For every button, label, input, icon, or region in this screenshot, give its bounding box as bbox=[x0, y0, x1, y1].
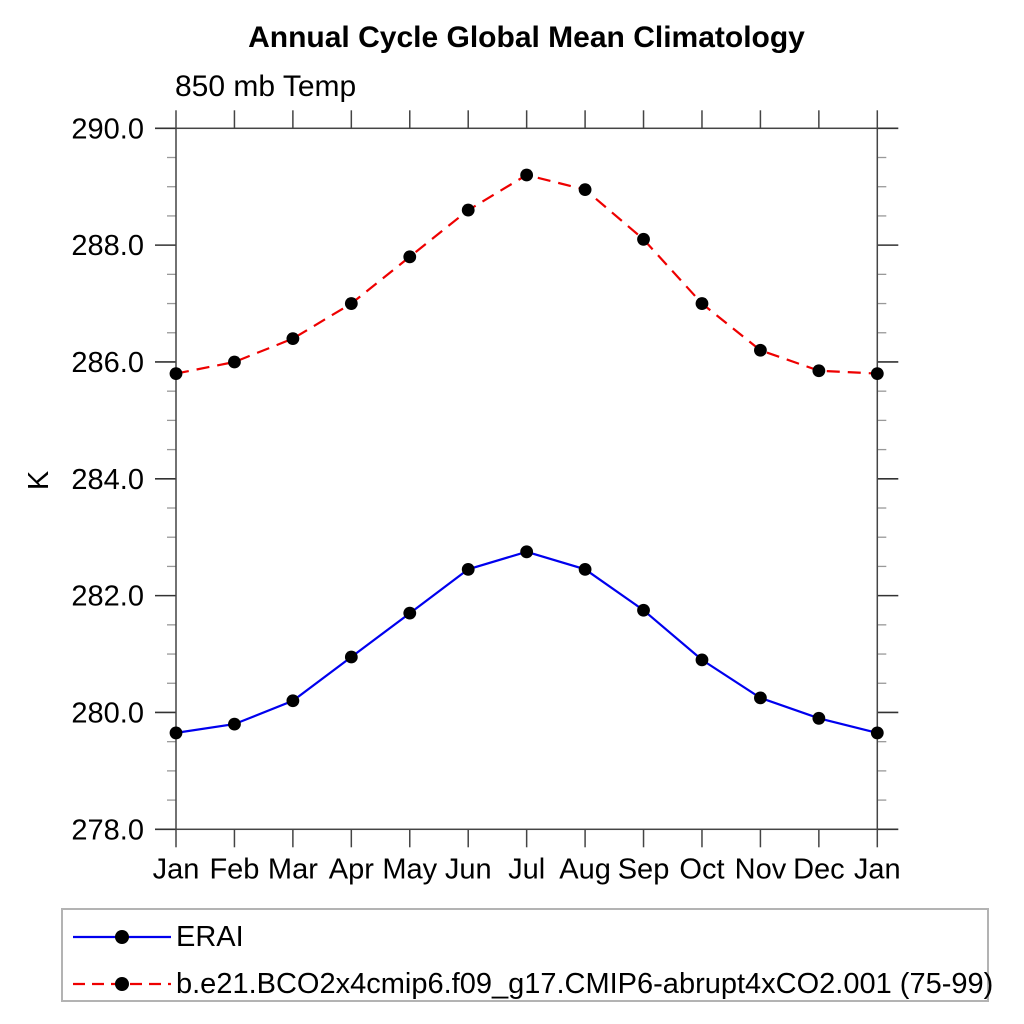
series-1-marker bbox=[461, 203, 475, 217]
series-1-marker bbox=[637, 232, 650, 246]
series-1-marker bbox=[870, 367, 884, 381]
x-tick-label: Mar bbox=[268, 853, 318, 885]
series-1-marker bbox=[403, 250, 417, 264]
legend-label: b.e21.BCO2x4cmip6.f09_g17.CMIP6-abrupt4x… bbox=[176, 968, 994, 1000]
series-0-marker bbox=[461, 562, 475, 576]
series-0-marker bbox=[754, 691, 767, 705]
series-1-marker bbox=[812, 364, 826, 378]
series-0-marker bbox=[286, 694, 300, 708]
series-1-marker bbox=[520, 168, 534, 182]
series-0-marker bbox=[812, 711, 826, 725]
chart-subtitle: 850 mb Temp bbox=[175, 70, 357, 103]
y-tick-label: 290.0 bbox=[71, 113, 144, 145]
y-tick-label: 282.0 bbox=[71, 581, 144, 613]
series-1-marker bbox=[286, 332, 300, 345]
x-tick-label: Nov bbox=[735, 853, 787, 885]
legend-marker-icon bbox=[115, 930, 129, 944]
legend-item-model: b.e21.BCO2x4cmip6.f09_g17.CMIP6-abrupt4x… bbox=[72, 969, 993, 999]
series-1-marker bbox=[169, 367, 183, 381]
x-tick-label: May bbox=[382, 853, 437, 885]
x-tick-label: Jan bbox=[153, 853, 200, 885]
x-tick-label: Feb bbox=[209, 853, 259, 885]
legend-item-erai: ERAI bbox=[72, 922, 244, 952]
series-0-marker bbox=[870, 726, 884, 740]
series-0-marker bbox=[695, 653, 709, 667]
series-0-marker bbox=[637, 603, 650, 617]
axis-box bbox=[175, 127, 879, 831]
y-tick-label: 288.0 bbox=[71, 230, 144, 262]
legend-line-sample-dashed bbox=[73, 977, 171, 991]
legend-box: ERAI b.e21.BCO2x4cmip6.f09_g17.CMIP6-abr… bbox=[61, 908, 993, 1002]
legend-line-sample-solid bbox=[73, 930, 171, 944]
x-tick-label: Dec bbox=[793, 853, 845, 885]
x-tick-label: Apr bbox=[329, 853, 374, 885]
y-tick-label: 284.0 bbox=[71, 464, 144, 496]
y-tick-label: 278.0 bbox=[71, 814, 144, 846]
x-tick-label: Jan bbox=[854, 853, 901, 885]
chart-title: Annual Cycle Global Mean Climatology bbox=[248, 21, 805, 54]
legend-marker-icon bbox=[115, 977, 129, 991]
legend-label: ERAI bbox=[176, 921, 244, 953]
y-tick-label: 280.0 bbox=[71, 697, 144, 729]
y-tick-label: 286.0 bbox=[71, 347, 144, 379]
series-1-marker bbox=[754, 343, 767, 357]
series-line-1 bbox=[175, 173, 878, 375]
series-1-marker bbox=[695, 297, 709, 310]
series-0-marker bbox=[520, 545, 534, 559]
x-tick-label: Sep bbox=[618, 853, 670, 885]
x-tick-label: Jul bbox=[508, 853, 545, 885]
series-1-marker bbox=[344, 297, 358, 310]
series-1-marker bbox=[228, 355, 241, 369]
series-0-marker bbox=[344, 650, 358, 664]
series-line-0 bbox=[175, 550, 878, 734]
series-0-marker bbox=[228, 717, 241, 731]
x-tick-label: Jun bbox=[445, 853, 492, 885]
series-0-marker bbox=[578, 562, 592, 576]
x-tick-label: Oct bbox=[679, 853, 724, 885]
series-1-marker bbox=[578, 183, 592, 197]
series-0-marker bbox=[169, 726, 183, 740]
x-tick-label: Aug bbox=[559, 853, 611, 885]
series-0-marker bbox=[403, 606, 417, 620]
